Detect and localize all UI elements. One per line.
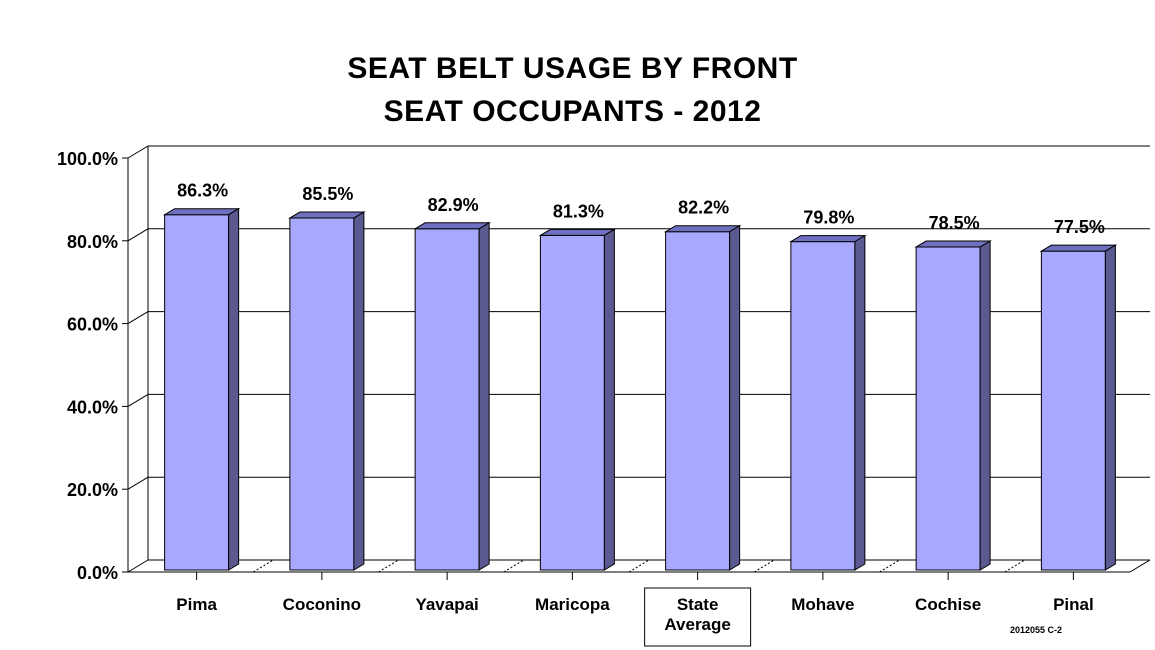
bar	[915, 246, 981, 571]
gridline-diagonal	[127, 228, 149, 242]
bar	[790, 241, 856, 571]
bar-side	[478, 221, 490, 571]
x-tick-label: Coconino	[283, 595, 361, 614]
data-label: 79.8%	[803, 208, 854, 228]
bar-side	[1104, 244, 1116, 571]
bar-top	[413, 222, 491, 230]
highlight-box	[644, 587, 752, 647]
data-label: 86.3%	[177, 181, 228, 201]
x-tick-label: Mohave	[791, 595, 854, 614]
bar	[414, 228, 480, 571]
x-tick-label: Yavapai	[415, 595, 478, 614]
gridline-diagonal	[127, 393, 149, 407]
bar-side	[603, 228, 615, 571]
category-separator	[378, 559, 399, 573]
bar-top	[288, 211, 366, 219]
bar-side	[353, 211, 365, 571]
y-tick-label: 0.0%	[77, 563, 118, 583]
x-tick-label: Cochise	[915, 595, 981, 614]
category-separator	[879, 559, 900, 573]
x-tick-label: Maricopa	[535, 595, 610, 614]
footnote: 2012055 C-2	[1010, 625, 1063, 635]
bar-side	[228, 207, 240, 571]
x-tick-label: State	[677, 595, 719, 614]
bar-top	[789, 235, 867, 243]
category-separator	[503, 559, 525, 573]
bar-top	[538, 228, 617, 236]
bar-top	[663, 225, 742, 233]
y-tick-label: 100.0%	[57, 149, 118, 169]
bar-side	[729, 224, 741, 571]
bar	[539, 234, 605, 571]
y-tick-label: 40.0%	[67, 397, 118, 417]
floor-right-edge	[1129, 559, 1151, 573]
data-label: 82.2%	[678, 198, 729, 218]
bar-top	[162, 208, 241, 216]
bar	[164, 214, 230, 571]
gridline-diagonal	[127, 559, 149, 573]
y-tick-label: 60.0%	[67, 315, 118, 335]
x-tick-label: Pinal	[1053, 595, 1094, 614]
gridline-diagonal	[127, 145, 149, 159]
data-label: 78.5%	[929, 213, 980, 233]
data-label: 82.9%	[428, 195, 479, 215]
gridline-diagonal	[127, 476, 149, 490]
x-tick-label: Average	[664, 615, 730, 634]
category-separator	[628, 559, 650, 573]
chart-title-line-2: SEAT OCCUPANTS - 2012	[383, 95, 762, 128]
bar-top	[914, 240, 992, 248]
x-tick-label: Pima	[176, 595, 217, 614]
bar	[289, 217, 355, 571]
chart-title-line-1: SEAT BELT USAGE BY FRONT	[347, 52, 798, 85]
bar	[1040, 250, 1106, 571]
gridline-diagonal	[127, 311, 149, 325]
y-tick-label: 80.0%	[67, 232, 118, 252]
data-label: 81.3%	[553, 201, 604, 221]
category-separator	[753, 559, 775, 573]
bar-top	[1039, 244, 1118, 252]
bar	[665, 231, 731, 571]
category-separator	[252, 559, 274, 573]
y-tick-label: 20.0%	[67, 480, 118, 500]
data-label: 77.5%	[1054, 217, 1105, 237]
data-label: 85.5%	[302, 184, 353, 204]
bar-side	[854, 234, 866, 571]
bar-side	[979, 240, 991, 571]
category-separator	[1004, 559, 1026, 573]
